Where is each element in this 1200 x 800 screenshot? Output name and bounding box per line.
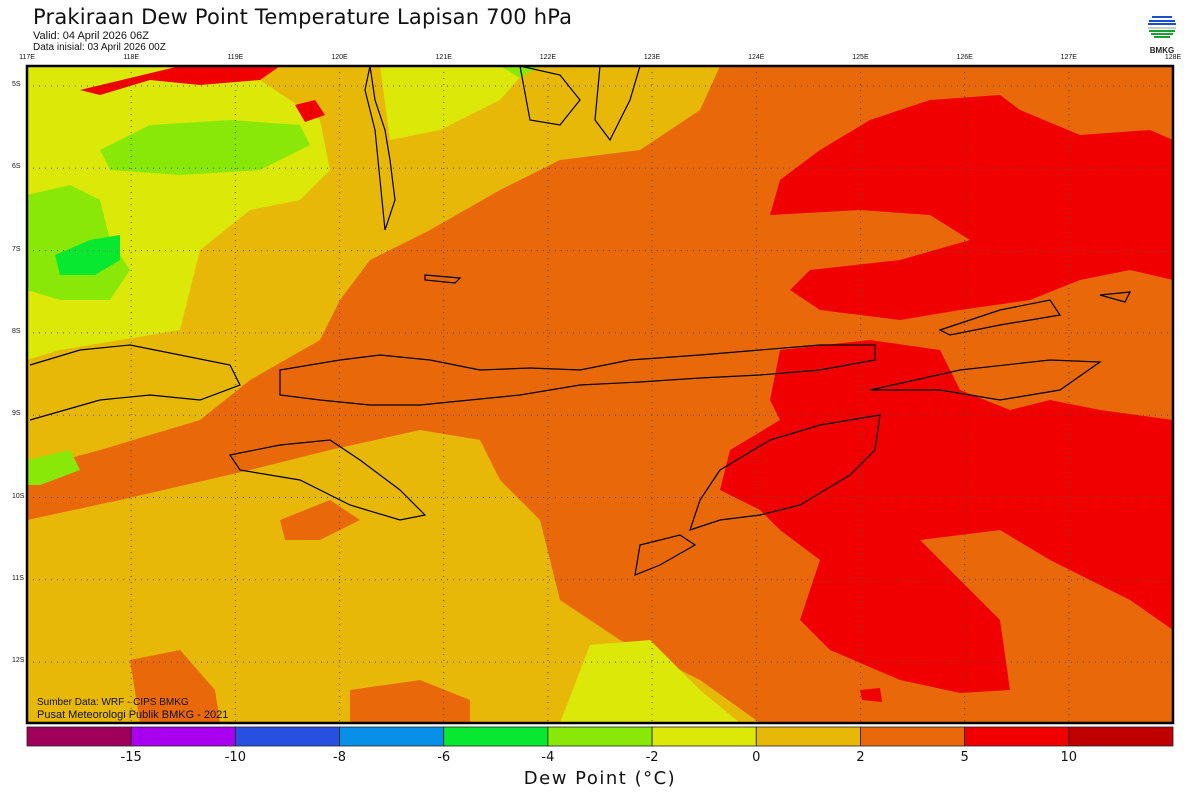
lon-label: 121E — [435, 54, 452, 61]
colorbar-tick: 0 — [752, 750, 761, 765]
lon-label: 118E — [123, 54, 140, 61]
colorbar-swatch — [130, 726, 236, 747]
region-0-2-south — [27, 430, 760, 723]
lon-label: 127E — [1060, 54, 1077, 61]
lat-label: 10S — [12, 492, 25, 500]
lon-label: 120E — [331, 54, 348, 61]
map-frame — [25, 64, 1175, 725]
coastlines — [29, 66, 1132, 576]
bmkg-logo: BMKG — [1145, 10, 1179, 55]
colorbar-swatch — [547, 726, 653, 747]
colorbar-title: Dew Point (°C) — [523, 768, 677, 789]
lat-label: 12S — [12, 657, 25, 665]
colorbar-tick: -10 — [224, 750, 246, 765]
lat-label: 9S — [12, 410, 21, 418]
lon-label: 122E — [539, 54, 557, 61]
region-minus2-0 — [27, 66, 740, 723]
colorbar-swatch — [234, 726, 340, 747]
colorbar-tick: -15 — [120, 750, 142, 765]
bmkg-logo-icon — [1147, 11, 1177, 41]
map-title: Prakiraan Dew Point Temperature Lapisan … — [33, 5, 573, 29]
lat-label: 6S — [12, 163, 21, 171]
colorbar-tick: -4 — [541, 750, 555, 765]
colorbar-tick: -8 — [333, 750, 347, 765]
lat-label: 11S — [12, 574, 24, 582]
colorbar-swatch — [339, 726, 445, 747]
lon-label: 117E — [19, 54, 35, 61]
region-2-5-patch — [130, 500, 470, 723]
lon-label: 125E — [852, 54, 869, 61]
colorbar-swatch — [443, 726, 549, 747]
colorbar — [26, 726, 1174, 747]
region-minus4-minus2 — [27, 66, 540, 485]
initial-time: Data inisial: 03 April 2026 00Z — [33, 42, 166, 53]
lat-label: 7S — [12, 245, 21, 253]
colorbar-swatch — [755, 726, 861, 747]
valid-time: Valid: 04 April 2026 06Z — [33, 30, 149, 42]
lon-label: 123E — [643, 54, 661, 61]
region-minus6-minus4 — [55, 235, 120, 275]
lon-label: 119E — [227, 54, 244, 61]
lon-label: 126E — [956, 54, 973, 61]
colorbar-swatch — [651, 726, 757, 747]
lon-label: 128E — [1164, 54, 1182, 61]
logo-text: BMKG — [1149, 46, 1175, 55]
credit-source: Sumber Data: WRF - CIPS BMKG — [37, 697, 189, 708]
colorbar-tick: -2 — [645, 750, 659, 765]
grid-lines — [27, 66, 1173, 723]
colorbar-tick: -6 — [437, 750, 451, 765]
lon-label: 124E — [748, 54, 765, 61]
colorbar-swatch — [26, 726, 132, 747]
colorbar-swatch — [1068, 726, 1174, 747]
colorbar-swatch — [964, 726, 1070, 747]
lat-label: 8S — [12, 327, 21, 335]
colorbar-swatch — [860, 726, 966, 747]
credit-org: Pusat Meteorologi Publik BMKG - 2021 — [37, 709, 229, 721]
lat-label: 5S — [12, 81, 21, 88]
region-5-10 — [80, 66, 1173, 702]
colorbar-tick: 5 — [960, 750, 969, 765]
colorbar-tick: 10 — [1060, 750, 1078, 765]
colorbar-tick: 2 — [856, 750, 865, 765]
